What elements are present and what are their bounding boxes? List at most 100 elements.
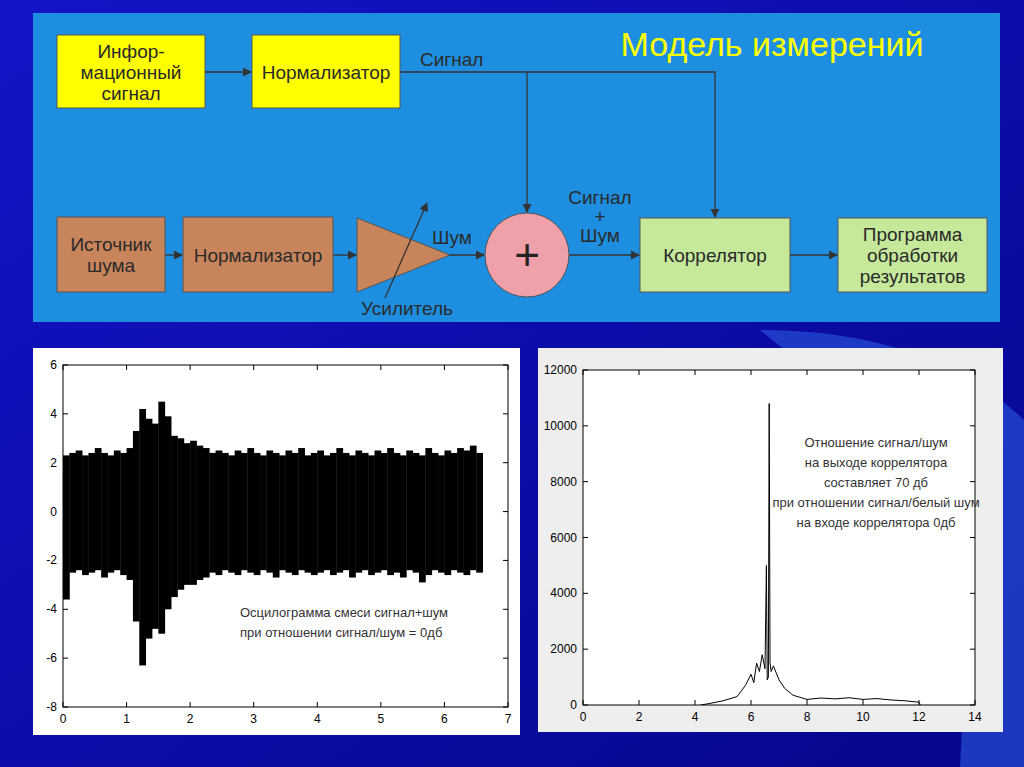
x-tick-label: 2 [636,710,643,724]
y-tick-label: 4 [50,407,57,421]
x-tick [919,700,920,705]
x-tick [190,702,191,707]
envelope-bar [406,451,413,571]
envelope-bar [82,455,89,575]
adder [485,213,569,297]
envelope-bar [190,441,197,585]
x-tick-label: 10 [856,710,870,724]
x-tick [975,700,976,705]
diagram-node [57,217,165,292]
envelope-bar [197,446,204,580]
y-tick [63,462,68,463]
envelope-bar [305,455,312,572]
y-tick-label: 2 [50,456,57,470]
envelope-bar [203,448,210,577]
x-tick [253,365,254,370]
y-tick-label: 0 [570,698,577,712]
envelope-bar [108,455,115,572]
chart-annotation: при отношении сигнал/белый шум [772,495,979,510]
envelope-bar [457,448,464,573]
envelope-bar [222,453,229,570]
envelope-bar [298,448,305,570]
y-tick [583,649,588,650]
envelope-bar [235,451,242,576]
x-tick-label: 2 [187,712,194,726]
envelope-bar [292,453,299,575]
envelope-bar [247,448,254,573]
envelope-bar [241,453,248,570]
y-tick [970,537,975,538]
envelope-bar [171,436,178,597]
edge-label: Сигнал [420,49,483,70]
envelope-bar [260,455,267,570]
x-tick [317,365,318,370]
envelope-bar [343,453,350,570]
node-label: мационный [81,62,182,83]
y-tick [503,462,508,463]
envelope-bar [394,453,401,573]
envelope-bar [254,453,261,575]
node-label: Нормализатор [262,62,391,83]
node-label: Источник [70,234,152,255]
node-label: Инфор- [97,41,164,62]
edge [205,71,251,72]
envelope-bar [279,455,286,570]
y-tick [583,705,588,706]
y-tick [970,370,975,371]
envelope-bar [324,455,331,570]
y-tick [970,705,975,706]
edge [526,72,527,212]
node-label: сигнал [101,83,160,104]
slide-background [0,0,1024,767]
x-tick [919,370,920,375]
node-label: Нормализатор [194,245,323,266]
y-tick-label: 12000 [544,363,578,377]
x-tick [583,700,584,705]
edge-label: + [594,206,605,227]
y-tick [583,370,588,371]
x-tick [380,365,381,370]
chart: 01234567-8-6-4-20246Осцилограмма смеси с… [33,348,520,735]
y-tick [503,365,508,366]
amplifier-gain-arrow [385,203,427,298]
envelope-bar [63,455,70,599]
envelope-bar [184,443,191,585]
diagram-node [640,218,790,292]
envelope-bar [95,448,102,570]
y-tick [63,365,68,366]
y-tick-label: 10000 [544,419,578,433]
diagram-node [252,35,400,108]
envelope-bar [444,451,451,576]
envelope-bar [375,451,382,573]
envelope-bar [349,455,356,577]
envelope-bar [273,453,280,578]
edge [790,254,837,255]
envelope-bar [381,453,388,570]
node-label: Программа [863,224,963,245]
amplifier-label: Усилитель [361,298,453,319]
diagram-title: Модель измерений [621,25,924,63]
y-tick [970,425,975,426]
plot-area [583,370,975,705]
envelope-bar [266,451,273,573]
x-tick-label: 8 [804,710,811,724]
edge [450,254,484,255]
envelope-bar [368,455,375,575]
x-tick [695,370,696,375]
x-tick-label: 6 [441,712,448,726]
envelope-bar [387,448,394,575]
envelope-bar [451,453,458,570]
envelope-bar [400,455,407,577]
y-tick-label: 4000 [550,586,577,600]
chart-annotation: на входе коррелятора 0дб [797,515,956,530]
diagram-node [57,35,205,108]
chart-annotation: Отношение сигнал/шум [804,435,947,450]
node-label: шума [87,255,136,276]
chart-annotation: составляет 70 дб [824,475,928,490]
x-tick-label: 0 [60,712,67,726]
x-tick [751,370,752,375]
x-tick [444,365,445,370]
chart-annotation: при отношении сигнал/шум = 0дб [240,625,442,640]
envelope-bar [177,438,184,589]
slide: Модель измерений Инфор-мационныйсигнал Нор… [0,0,1024,767]
